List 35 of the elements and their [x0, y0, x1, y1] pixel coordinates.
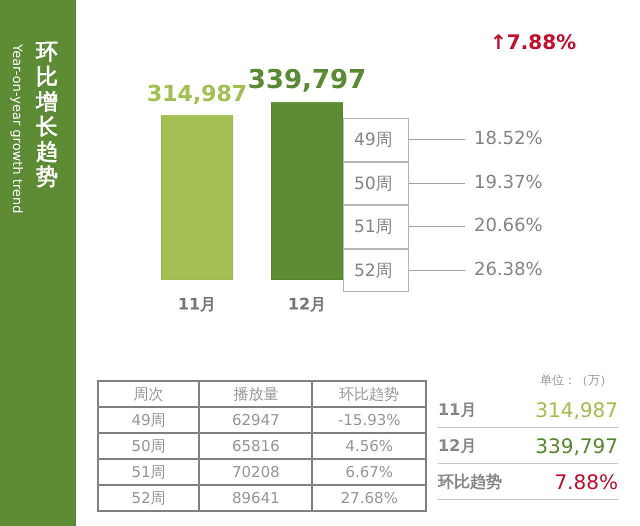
text: 12月 — [438, 436, 476, 456]
text: Year-on-year growth trend — [8, 44, 24, 214]
text: 单位：（万） — [540, 372, 612, 389]
annotation: 50周 — [343, 162, 409, 205]
text: 播放量 — [199, 381, 312, 407]
text: 65816 — [199, 433, 312, 459]
annotation: 49周 — [343, 118, 409, 162]
text: 27.68% — [312, 485, 426, 511]
text: 环比趋势 — [312, 381, 426, 407]
text: 314,987 — [535, 398, 618, 422]
text: 6.67% — [312, 459, 426, 485]
text: 339,797 — [535, 434, 618, 458]
text: 26.38% — [474, 258, 543, 280]
text: 18.52% — [474, 128, 543, 149]
chart-title: 环比增长趋势 — [34, 40, 59, 190]
text: 50周 — [98, 433, 200, 459]
text: 4.56% — [312, 433, 426, 459]
text: 周次 — [98, 381, 200, 407]
text: 89641 — [199, 485, 312, 511]
text: 51周 — [98, 459, 200, 485]
text: 19.37% — [474, 172, 543, 192]
data-label: 339,797 — [248, 65, 366, 96]
text: 11月 — [438, 400, 476, 420]
text: ↑7.88% — [490, 30, 576, 54]
text: 62947 — [199, 407, 312, 433]
annotation: 51周 — [343, 205, 409, 248]
data-label: 314,987 — [146, 82, 248, 108]
text: 49周 — [98, 407, 200, 433]
text: 环比趋势 — [438, 472, 502, 492]
text: 20.66% — [474, 215, 543, 236]
text: -15.93% — [312, 407, 426, 433]
text: 52周 — [98, 485, 200, 511]
annotation: 52周 — [343, 248, 409, 292]
text: 7.88% — [554, 470, 618, 494]
text: 70208 — [199, 459, 312, 485]
